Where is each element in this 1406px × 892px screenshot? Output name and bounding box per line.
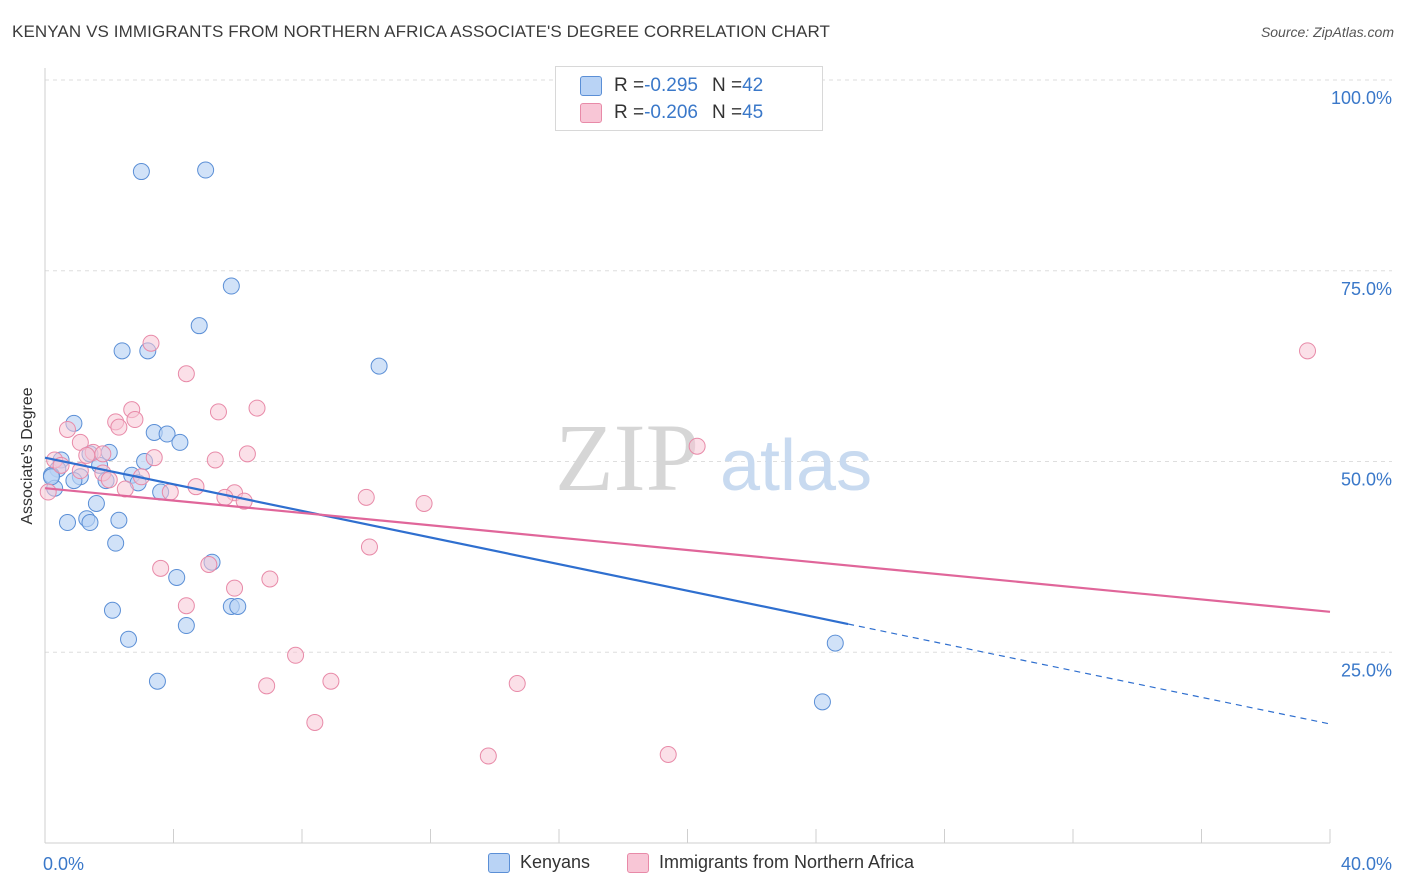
immigrants-point	[58, 420, 76, 438]
immigrants-point	[152, 559, 170, 577]
series-legend: Kenyans Immigrants from Northern Africa	[0, 852, 1406, 876]
immigrants-point	[479, 747, 497, 765]
immigrants-point	[78, 446, 96, 464]
immigrants-point	[360, 538, 378, 556]
legend-item-immigrants: Immigrants from Northern Africa	[627, 852, 914, 873]
immigrants-point	[142, 334, 160, 352]
immigrants-points	[39, 334, 1317, 765]
kenyans-point	[222, 277, 240, 295]
immigrants-swatch	[580, 103, 602, 123]
legend-r-value: -0.206	[644, 102, 698, 123]
immigrants-point	[287, 646, 305, 664]
source-credit: Source: ZipAtlas.com	[1260, 24, 1394, 40]
immigrants-point	[357, 488, 375, 506]
tick-labels: 100.0% 75.0% 50.0% 25.0% 0.0% 40.0%	[43, 88, 1392, 874]
legend-n-label: N =	[711, 102, 743, 123]
legend-r-label: R =	[614, 102, 645, 123]
kenyans-point	[113, 342, 131, 360]
kenyans-point	[826, 634, 844, 652]
watermark-zip: ZIP	[555, 404, 699, 511]
y-tick-label: 25.0%	[1341, 660, 1392, 680]
grid-lines	[45, 79, 1392, 653]
immigrants-point	[688, 437, 706, 455]
kenyans-point	[168, 568, 186, 586]
immigrants-point	[306, 713, 324, 731]
kenyans-point	[58, 514, 76, 532]
immigrants-point	[126, 411, 144, 429]
legend-label-kenyans: Kenyans	[520, 852, 591, 872]
immigrants-point	[238, 445, 256, 463]
immigrants-point	[94, 445, 112, 463]
kenyans-point	[120, 630, 138, 648]
immigrants-trend-line	[44, 487, 1331, 613]
y-tick-label: 50.0%	[1341, 470, 1392, 490]
legend-n-label: N =	[711, 75, 743, 96]
kenyans-point	[229, 597, 247, 615]
trend-lines	[44, 456, 1331, 725]
kenyans-point	[103, 601, 121, 619]
immigrants-point	[1299, 342, 1317, 360]
x-tick-label: 0.0%	[43, 854, 84, 874]
legend-item-kenyans: Kenyans	[488, 852, 590, 873]
kenyans-trend-extension	[848, 623, 1331, 725]
kenyans-point	[370, 357, 388, 375]
immigrants-point	[177, 365, 195, 383]
kenyans-point	[158, 425, 176, 443]
kenyans-point	[87, 494, 105, 512]
kenyans-point	[148, 672, 166, 690]
kenyans-point	[81, 514, 99, 532]
y-axis-label: Associate's Degree	[19, 387, 36, 525]
immigrants-point	[200, 556, 218, 574]
kenyans-swatch	[488, 852, 510, 873]
immigrants-point	[322, 672, 340, 690]
kenyans-point	[197, 161, 215, 179]
immigrants-point	[216, 488, 234, 506]
y-tick-label: 75.0%	[1341, 279, 1392, 299]
legend-r-label: R =	[614, 75, 645, 96]
y-tick-label: 100.0%	[1331, 88, 1392, 108]
legend-row-kenyans: R = -0.295 N = 42	[580, 74, 763, 98]
immigrants-swatch	[627, 852, 649, 873]
kenyans-swatch	[580, 76, 602, 96]
kenyans-trend-line	[44, 456, 849, 626]
x-tick-label: 40.0%	[1341, 854, 1392, 874]
immigrants-point	[177, 597, 195, 615]
legend-r-value: -0.295	[644, 75, 698, 96]
legend-n-value: 42	[742, 75, 764, 96]
kenyans-point	[107, 534, 125, 552]
immigrants-point	[659, 745, 677, 763]
immigrants-point	[508, 675, 526, 693]
immigrants-point	[226, 579, 244, 597]
immigrants-point	[39, 483, 57, 501]
kenyans-point	[177, 617, 195, 635]
kenyans-point	[190, 317, 208, 335]
legend-row-immigrants: R = -0.206 N = 45	[580, 101, 763, 125]
immigrants-point	[100, 471, 118, 489]
immigrants-point	[110, 418, 128, 436]
immigrants-point	[415, 494, 433, 512]
chart-title: KENYAN VS IMMIGRANTS FROM NORTHERN AFRIC…	[12, 22, 831, 41]
immigrants-point	[145, 449, 163, 467]
kenyans-point	[110, 511, 128, 529]
immigrants-point	[261, 570, 279, 588]
stats-legend: R = -0.295 N = 42 R = -0.206 N = 45	[555, 66, 823, 131]
legend-label-immigrants: Immigrants from Northern Africa	[659, 852, 915, 872]
axes	[44, 68, 1331, 844]
immigrants-point	[206, 451, 224, 469]
watermark: ZIP atlas	[555, 404, 872, 511]
kenyans-point	[813, 693, 831, 711]
immigrants-point	[209, 403, 227, 421]
immigrants-point	[258, 677, 276, 695]
watermark-atlas: atlas	[720, 426, 872, 506]
legend-n-value: 45	[742, 102, 764, 123]
immigrants-point	[161, 483, 179, 501]
kenyans-point	[132, 163, 150, 181]
immigrants-point	[248, 399, 266, 417]
kenyans-point	[171, 433, 189, 451]
